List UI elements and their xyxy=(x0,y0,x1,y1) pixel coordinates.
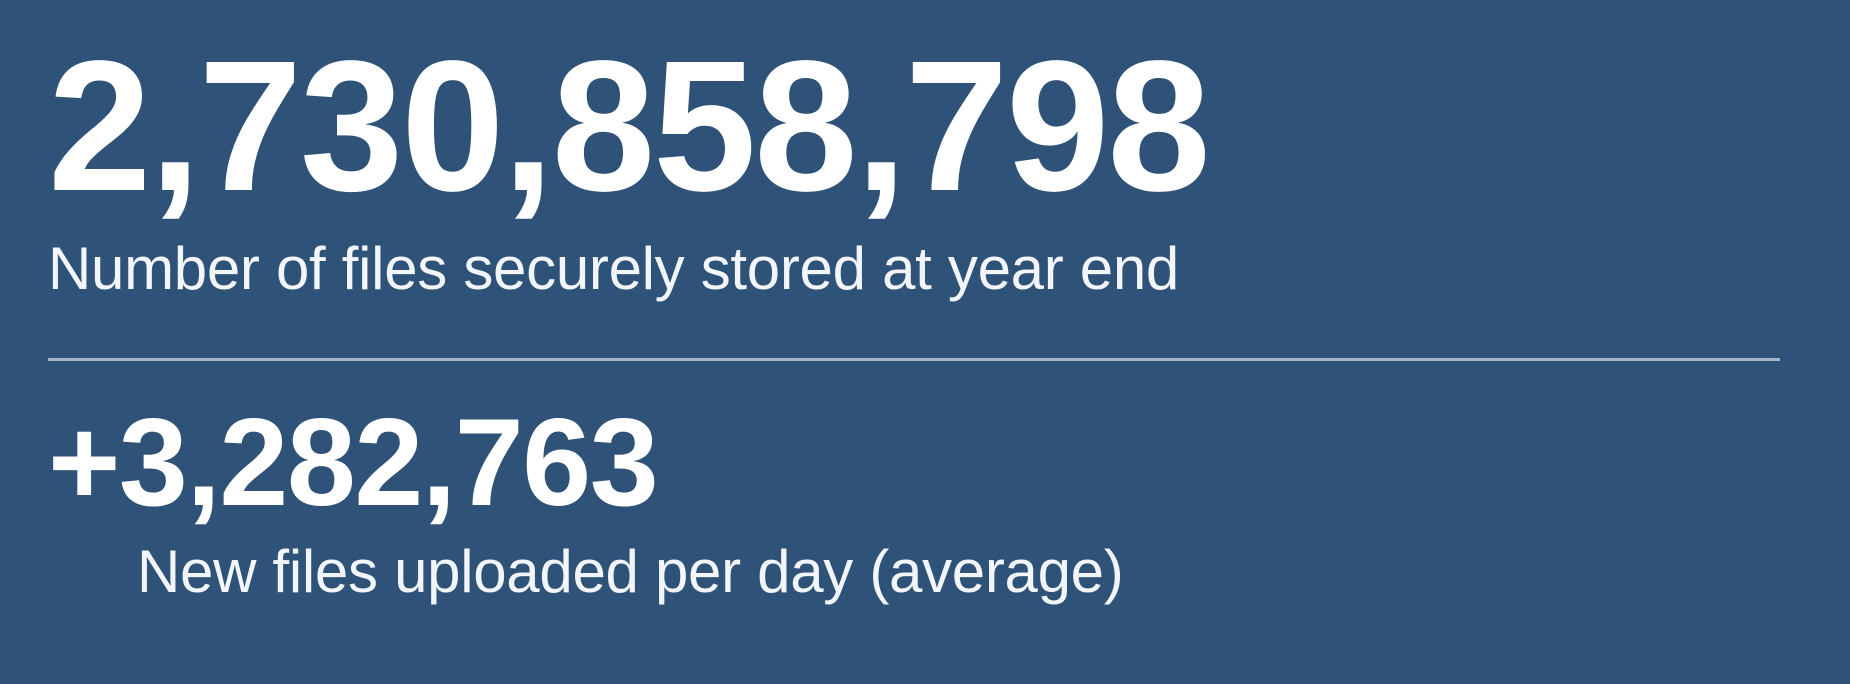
primary-stat-value: 2,730,858,798 xyxy=(48,23,1211,230)
secondary-stat-value: +3,282,763 xyxy=(48,394,659,532)
secondary-stat-label: New files uploaded per day (average) xyxy=(137,538,1124,605)
divider xyxy=(48,358,1780,361)
stat-secondary: +3,282,763 New files uploaded per day (a… xyxy=(48,401,1780,606)
primary-stat-label: Number of files securely stored at year … xyxy=(48,235,1179,302)
stat-primary: 2,730,858,798 Number of files securely s… xyxy=(48,34,1780,303)
